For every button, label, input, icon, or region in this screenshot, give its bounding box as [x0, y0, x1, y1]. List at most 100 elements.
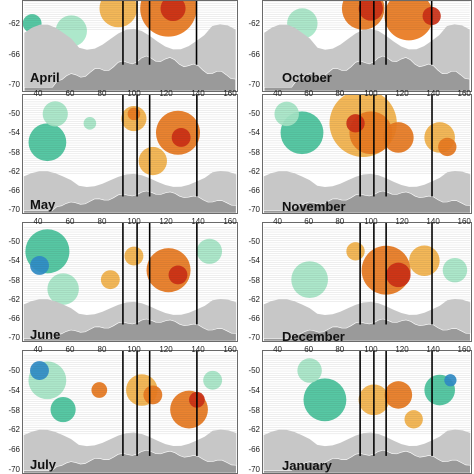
- latitude-tick-label: -62: [248, 294, 260, 304]
- map-panel-july: [22, 350, 238, 474]
- longitude-tick-label: 100: [127, 345, 141, 354]
- longitude-tick-label: 160: [223, 89, 237, 98]
- latitude-tick-label: -62: [248, 166, 260, 176]
- latitude-tick-label: -58: [8, 405, 20, 415]
- latitude-tick-label: -50: [8, 365, 20, 375]
- longitude-tick-label: 140: [426, 89, 440, 98]
- warm-anomaly: [99, 1, 138, 28]
- map-canvas: [23, 95, 237, 213]
- longitude-tick-label: 120: [159, 89, 173, 98]
- latitude-tick-label: -66: [8, 186, 20, 195]
- cool-anomaly: [28, 123, 67, 162]
- latitude-tick-label: -62: [8, 425, 20, 435]
- latitude-tick-label: -66: [8, 314, 20, 323]
- cool-anomaly: [297, 358, 322, 383]
- latitude-tick-label: -70: [248, 80, 260, 90]
- longitude-tick-label: 100: [127, 217, 141, 226]
- month-label-april: April: [30, 70, 60, 85]
- longitude-tick-label: 160: [223, 345, 237, 354]
- cool-anomaly: [442, 257, 468, 283]
- antarctic-continent: [263, 55, 471, 91]
- antarctic-continent: [24, 55, 236, 91]
- longitude-tick-label: 40: [33, 217, 43, 226]
- map-panel-january: [262, 350, 472, 474]
- latitude-tick-label: -70: [8, 333, 20, 343]
- latitude-tick-label: -50: [8, 237, 20, 247]
- latitude-tick-label: -54: [8, 128, 20, 138]
- longitude-tick-label: 80: [97, 89, 107, 98]
- longitude-tick-label: 160: [457, 217, 471, 226]
- longitude-tick-label: 140: [191, 345, 205, 354]
- cool-anomaly: [30, 361, 49, 380]
- latitude-tick-label: -50: [8, 109, 20, 119]
- month-label-july: July: [30, 457, 57, 472]
- latitude-tick-label: -54: [8, 385, 20, 395]
- map-canvas: [263, 351, 471, 473]
- longitude-tick-label: 60: [304, 89, 314, 98]
- latitude-tick-label: -70: [8, 80, 20, 90]
- longitude-tick-label: 160: [223, 217, 237, 226]
- map-panel-october: [262, 0, 472, 92]
- map-canvas: [263, 95, 471, 213]
- longitude-tick-label: 40: [273, 217, 282, 226]
- latitude-tick-label: -62: [8, 294, 20, 304]
- latitude-tick-label: -66: [8, 445, 20, 455]
- cool-anomaly: [47, 273, 79, 305]
- latitude-tick-label: -54: [248, 128, 260, 138]
- longitude-tick-label: 120: [395, 89, 409, 98]
- latitude-tick-label: -70: [8, 465, 20, 474]
- month-label-december: December: [282, 329, 345, 344]
- latitude-tick-label: -62: [8, 19, 20, 28]
- latitude-tick-label: -62: [8, 166, 20, 176]
- warm-anomaly: [168, 265, 188, 285]
- longitude-tick-label: 60: [304, 217, 314, 226]
- longitude-tick-label: 140: [191, 89, 205, 98]
- warm-anomaly: [384, 1, 434, 41]
- latitude-tick-label: -50: [248, 109, 260, 119]
- longitude-tick-label: 80: [335, 89, 345, 98]
- longitude-tick-label: 160: [457, 345, 471, 354]
- longitude-tick-label: 100: [364, 345, 378, 354]
- month-label-may: May: [30, 197, 56, 212]
- longitude-tick-label: 140: [426, 345, 440, 354]
- map-panel-june: [22, 222, 238, 342]
- longitude-tick-label: 60: [304, 345, 314, 354]
- longitude-tick-label: 80: [97, 217, 107, 226]
- warm-anomaly: [384, 381, 413, 409]
- antarctic-continent: [23, 318, 237, 341]
- warm-anomaly: [438, 137, 457, 157]
- warm-anomaly: [138, 146, 167, 176]
- longitude-tick-label: 160: [457, 89, 471, 98]
- longitude-tick-label: 40: [273, 89, 282, 98]
- antarctic-continent: [263, 449, 471, 473]
- longitude-tick-label: 120: [159, 345, 173, 354]
- longitude-tick-label: 60: [65, 345, 75, 354]
- latitude-tick-label: -54: [248, 256, 260, 266]
- latitude-tick-label: -66: [248, 49, 260, 59]
- longitude-tick-label: 120: [395, 217, 409, 226]
- longitude-tick-label: 100: [364, 89, 378, 98]
- cool-anomaly: [203, 370, 223, 390]
- latitude-tick-label: -50: [248, 237, 260, 247]
- map-panel-december: [262, 222, 472, 342]
- warm-anomaly: [358, 1, 383, 21]
- cool-anomaly: [444, 374, 457, 387]
- longitude-tick-label: 80: [335, 217, 345, 226]
- map-canvas: [263, 1, 471, 91]
- warm-anomaly: [143, 385, 163, 405]
- longitude-tick-label: 60: [65, 89, 75, 98]
- month-label-january: January: [282, 458, 332, 473]
- latitude-tick-label: -58: [8, 147, 20, 157]
- map-panel-november: [262, 94, 472, 214]
- latitude-tick-label: -54: [248, 385, 260, 395]
- warm-anomaly: [409, 245, 440, 277]
- longitude-tick-label: 40: [33, 345, 43, 354]
- warm-anomaly: [127, 107, 141, 121]
- map-panel-april: [22, 0, 238, 92]
- latitude-tick-label: -58: [248, 405, 260, 415]
- latitude-tick-label: -66: [248, 314, 260, 323]
- antarctic-continent: [23, 190, 237, 213]
- month-label-october: October: [282, 70, 332, 85]
- latitude-tick-label: -70: [8, 205, 20, 215]
- latitude-tick-label: -70: [248, 333, 260, 343]
